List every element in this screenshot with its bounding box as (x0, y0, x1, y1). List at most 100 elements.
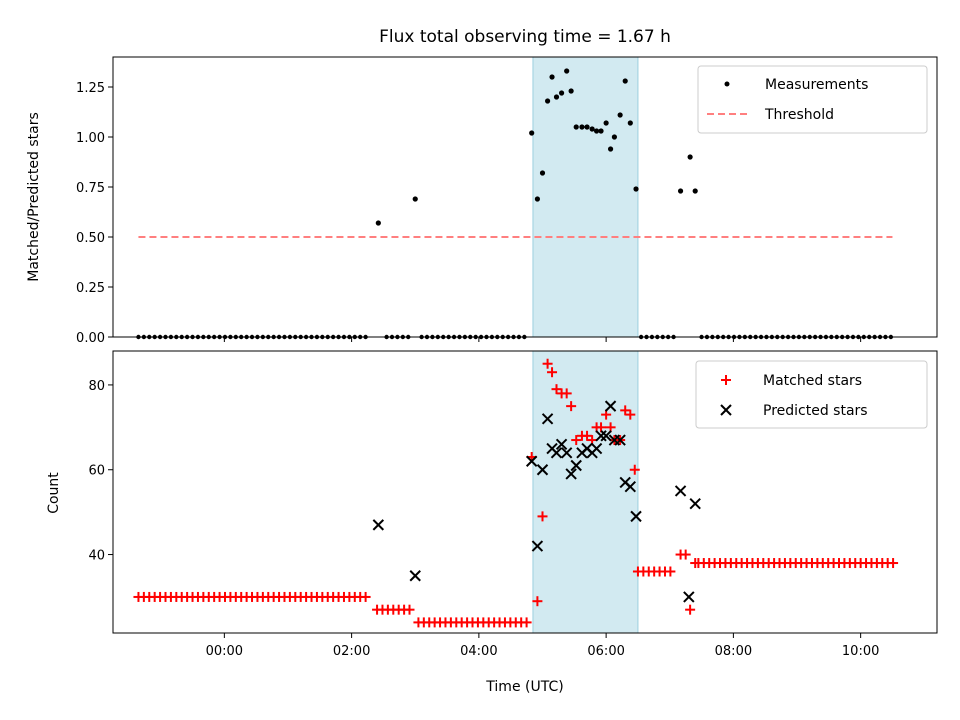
matched-star-point (690, 558, 701, 569)
xtick-label: 10:00 (842, 644, 879, 659)
predicted-star-point (674, 485, 687, 497)
predicted-star-stroke2 (689, 497, 701, 510)
matched-star-point (680, 549, 691, 560)
predicted-star-stroke2 (550, 447, 563, 459)
xtick-label: 06:00 (587, 644, 624, 659)
measurement-point (573, 124, 579, 130)
matched-star-point (551, 384, 562, 395)
measurement-point (622, 78, 628, 84)
predicted-star-stroke2 (624, 480, 637, 493)
predicted-star-stroke2 (595, 430, 607, 442)
predicted-star-stroke2 (614, 434, 626, 446)
bottom-axes-frame (112, 350, 938, 634)
predicted-star-point (531, 540, 544, 552)
top-axes-frame (112, 56, 938, 338)
matched-star-point (665, 566, 676, 577)
predicted-star-stroke2 (570, 459, 582, 472)
predicted-star-point (550, 447, 563, 459)
predicted-star-point (570, 459, 582, 472)
highlight-layer (532, 56, 639, 634)
measurement-point (539, 170, 546, 176)
xtick-label: 00:00 (206, 644, 243, 659)
matched-star-point (532, 596, 543, 607)
measurement-point (633, 186, 639, 192)
predicted-star-point (624, 480, 637, 493)
matched-star-point (596, 422, 607, 433)
matched-star-point (537, 511, 548, 522)
ticks-layer: 0.00 0.25 0.50 0.75 1.00 1.25 40 60 80 00:00 02:00… (76, 81, 879, 659)
predicted-star-point (555, 438, 568, 451)
predicted-star-point (614, 434, 626, 446)
measurement-point (549, 74, 555, 80)
axes-frames (112, 56, 938, 634)
legend-measurements-label: Measurements (765, 77, 868, 93)
measurement-point (375, 220, 381, 226)
measurement-point (529, 130, 535, 136)
matched-star-point (404, 604, 415, 615)
top-ytick-label: 0.25 (76, 281, 105, 296)
predicted-star-point (595, 430, 607, 442)
predicted-star-stroke2 (590, 442, 603, 455)
matched-star-point (566, 401, 577, 412)
predicted-star-stroke2 (409, 570, 421, 582)
predicted-star-point (372, 519, 385, 531)
predicted-star-point (409, 570, 421, 582)
measurement-point (607, 146, 614, 152)
x-axis-label: Time (UTC) (485, 679, 563, 695)
matched-star-point (888, 558, 899, 569)
measurement-point (558, 90, 565, 96)
measurement-point (617, 112, 623, 118)
top-ytick-label: 1.00 (76, 131, 105, 146)
predicted-star-stroke2 (604, 400, 617, 412)
measurement-point (593, 128, 600, 134)
predicted-star-stroke2 (674, 485, 687, 497)
measurement-point (579, 124, 585, 130)
predicted-star-point (565, 468, 577, 480)
top-legend: Measurements Threshold (697, 65, 928, 134)
top-ytick-label: 0.00 (76, 331, 105, 346)
predicted-star-stroke2 (683, 591, 695, 603)
top-ytick-label: 0.50 (76, 231, 105, 246)
matched-star-point (360, 591, 371, 602)
predicted-star-point (683, 591, 695, 603)
top-ytick-label: 1.25 (76, 81, 105, 96)
measurement-point (611, 134, 617, 140)
matched-star-point (521, 617, 532, 628)
matched-star-point (582, 430, 593, 441)
marks-layer (133, 68, 899, 628)
measurement-point (412, 196, 418, 202)
measurement-point (589, 126, 595, 132)
bottom-legend: Matched stars Predicted stars (695, 360, 928, 429)
legend-matched-marker (721, 375, 731, 385)
predicted-star-stroke2 (531, 540, 544, 552)
predicted-star-stroke2 (536, 464, 549, 476)
predicted-star-stroke2 (630, 510, 642, 523)
measurement-point (603, 120, 609, 126)
bottom-ytick-label: 60 (88, 464, 105, 479)
matched-star-point (620, 405, 631, 416)
legend-predicted-label: Predicted stars (763, 403, 868, 419)
measurement-point (568, 88, 574, 94)
matched-star-point (571, 435, 582, 446)
top-ytick-label: 0.75 (76, 181, 105, 196)
measurement-point (692, 188, 698, 194)
predicted-star-stroke2 (565, 468, 577, 480)
measurement-point (598, 128, 604, 134)
matched-star-point (685, 604, 696, 615)
measurement-point (544, 98, 551, 104)
chart-title: Flux total observing time = 1.67 h (379, 27, 671, 47)
bottom-ytick-label: 40 (88, 549, 105, 564)
measurement-point (534, 196, 541, 202)
predicted-star-point (560, 447, 573, 459)
measurement-point (564, 68, 570, 74)
measurement-point (584, 124, 590, 130)
matched-star-point (547, 367, 558, 378)
bottom-y-axis-label: Count (46, 472, 62, 514)
top-y-axis-label: Matched/Predicted stars (26, 112, 42, 282)
bottom-legend-box (695, 360, 928, 429)
matched-star-point (542, 358, 553, 369)
predicted-star-stroke2 (560, 447, 573, 459)
predicted-star-point (536, 464, 549, 476)
predicted-star-point (541, 413, 554, 425)
predicted-star-point (590, 442, 603, 455)
